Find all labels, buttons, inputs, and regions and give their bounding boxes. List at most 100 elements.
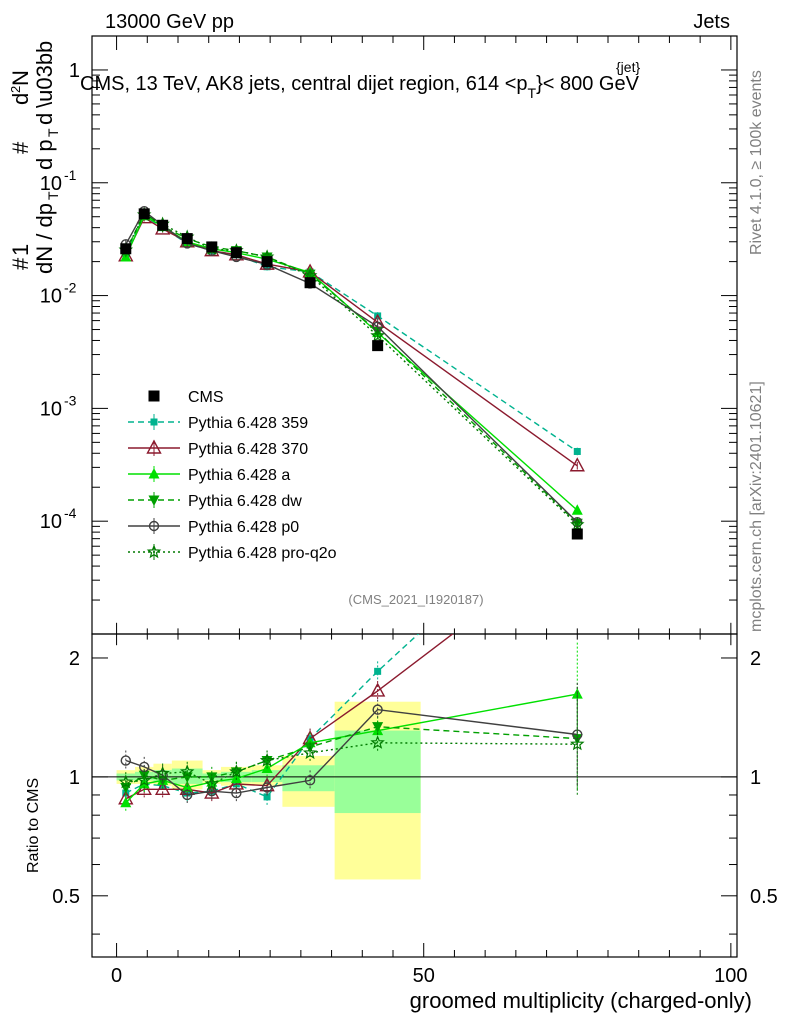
svg-text:d: d [8,93,33,105]
y-tick-label: 1 [69,60,80,82]
legend-marker-pdw [148,495,160,506]
ratio-point-p359 [374,667,382,675]
rivet-version: Rivet 4.1.0, ≥ 100k events [748,70,765,255]
ratio-line-p359 [125,634,420,798]
point-cms [120,243,132,255]
legend-label-pq2o: Pythia 6.428 pro-q2o [188,545,337,562]
svg-text:T: T [45,128,61,137]
legend-marker-pq2o [146,544,162,559]
svg-text:d: d [32,113,57,125]
point-cms [304,277,316,289]
svg-text:#: # [8,257,33,270]
svg-text:dN / dp: dN / dp [32,203,57,274]
svg-text:d p: d p [32,139,57,170]
series-line-p370 [125,216,578,467]
ratio-point-pdw [372,722,384,733]
ratio-frame [91,633,738,958]
point-cms [261,256,273,268]
legend: CMS Pythia 6.428 359 Pythia 6.428 370 Pythi… [128,389,337,562]
x-tick-label: 0 [111,965,122,987]
ratio-point-pp0 [120,755,131,766]
y-tick-label: 10 [40,511,62,533]
ratio-line-pp0 [125,708,578,796]
svg-text:1: 1 [8,244,33,256]
ratio-point-pp0 [304,775,316,786]
main-panel-series [118,205,585,540]
legend-label-pa: Pythia 6.428 a [188,467,290,484]
point-pa [571,504,583,515]
legend-marker-pa [148,468,160,479]
ratio-point-pq2o [118,774,134,789]
ratio-point-p359 [263,793,271,801]
y-tick-label: 10 [40,286,62,308]
plot-title-end: }< 800 GeV [536,73,640,95]
y-tick-exponent: -1 [64,167,77,183]
legend-marker-p370 [146,439,162,454]
ratio-band-inner [282,765,335,792]
x-tick-label: 50 [413,965,435,987]
series-line-pp0 [125,210,578,523]
point-cms [571,528,583,540]
analysis-id: (CMS_2021_I1920187) [348,592,483,607]
x-tick-label: 100 [714,965,747,987]
y-tick-exponent: -4 [64,505,77,521]
ratio-line-pa [125,693,578,804]
legend-label-pp0: Pythia 6.428 p0 [188,519,299,536]
ratio-line-p370 [125,634,454,800]
point-cms [206,241,218,253]
svg-text:N: N [8,70,33,86]
ratio-y-tick-label: 1 [69,767,80,789]
legend-label-p370: Pythia 6.428 370 [188,441,308,458]
ratio-y-tick-label: 0.5 [52,886,80,908]
svg-text:\u03bb: \u03bb [32,41,57,108]
y-axis-title-main: # 1 dN / dp T # d p T d d 2 N \u03bb [8,41,61,274]
point-cms [157,219,169,231]
ratio-point-pp0 [231,787,242,799]
point-pq2o [370,328,385,343]
svg-text:T: T [45,191,61,200]
y-axis-title-ratio: Ratio to CMS [25,778,42,873]
ratio-point-pp0 [372,704,383,715]
ratio-y-tick-label-right: 0.5 [750,886,778,908]
ratio-y-tick-label-right: 2 [750,648,761,670]
plot-title-sub: T [528,85,537,101]
plot-title-main: CMS, 13 TeV, AK8 jets, central dijet reg… [80,73,528,95]
ratio-point-pq2o [155,765,170,780]
ratio-line-pdw [125,725,578,789]
legend-marker-pp0 [148,520,160,532]
svg-text:2: 2 [8,86,23,93]
ratio-point-pa [120,796,132,808]
ratio-y-tick-label-right: 1 [750,767,761,789]
ratio-band-inner [334,730,421,814]
point-cms [138,208,150,220]
mcplots-reference: mcplots.cern.ch [arXiv:2401.10621] [748,381,765,632]
legend-label-p359: Pythia 6.428 359 [188,415,308,432]
point-p359 [573,447,581,455]
ratio-point-pq2o [229,764,244,779]
ratio-point-pq2o [302,745,318,760]
y-tick-label: 10 [40,173,62,195]
legend-label-cms: CMS [188,389,224,406]
ratio-point-p370 [369,682,386,697]
plot-title-sup: {jet} [616,59,640,75]
header-right: Jets [693,11,730,33]
y-tick-exponent: -3 [64,392,77,408]
ratio-panel-series [118,634,585,813]
legend-marker-cms [148,390,160,402]
x-axis-title: groomed multiplicity (charged-only) [410,988,752,1013]
ratio-point-pq2o [370,735,385,749]
ratio-point-p370 [154,780,171,796]
series-line-pq2o [125,213,578,526]
y-tick-exponent: -2 [64,280,77,296]
ratio-point-pp0 [261,782,273,793]
legend-marker-p359 [150,418,158,426]
header-left: 13000 GeV pp [105,11,234,33]
point-cms [230,247,242,259]
legend-label-pdw: Pythia 6.428 dw [188,493,302,510]
point-cms [372,340,384,352]
plot-title: CMS, 13 TeV, AK8 jets, central dijet reg… [80,73,640,101]
ratio-point-pq2o [179,764,195,779]
y-tick-label: 10 [40,398,62,420]
